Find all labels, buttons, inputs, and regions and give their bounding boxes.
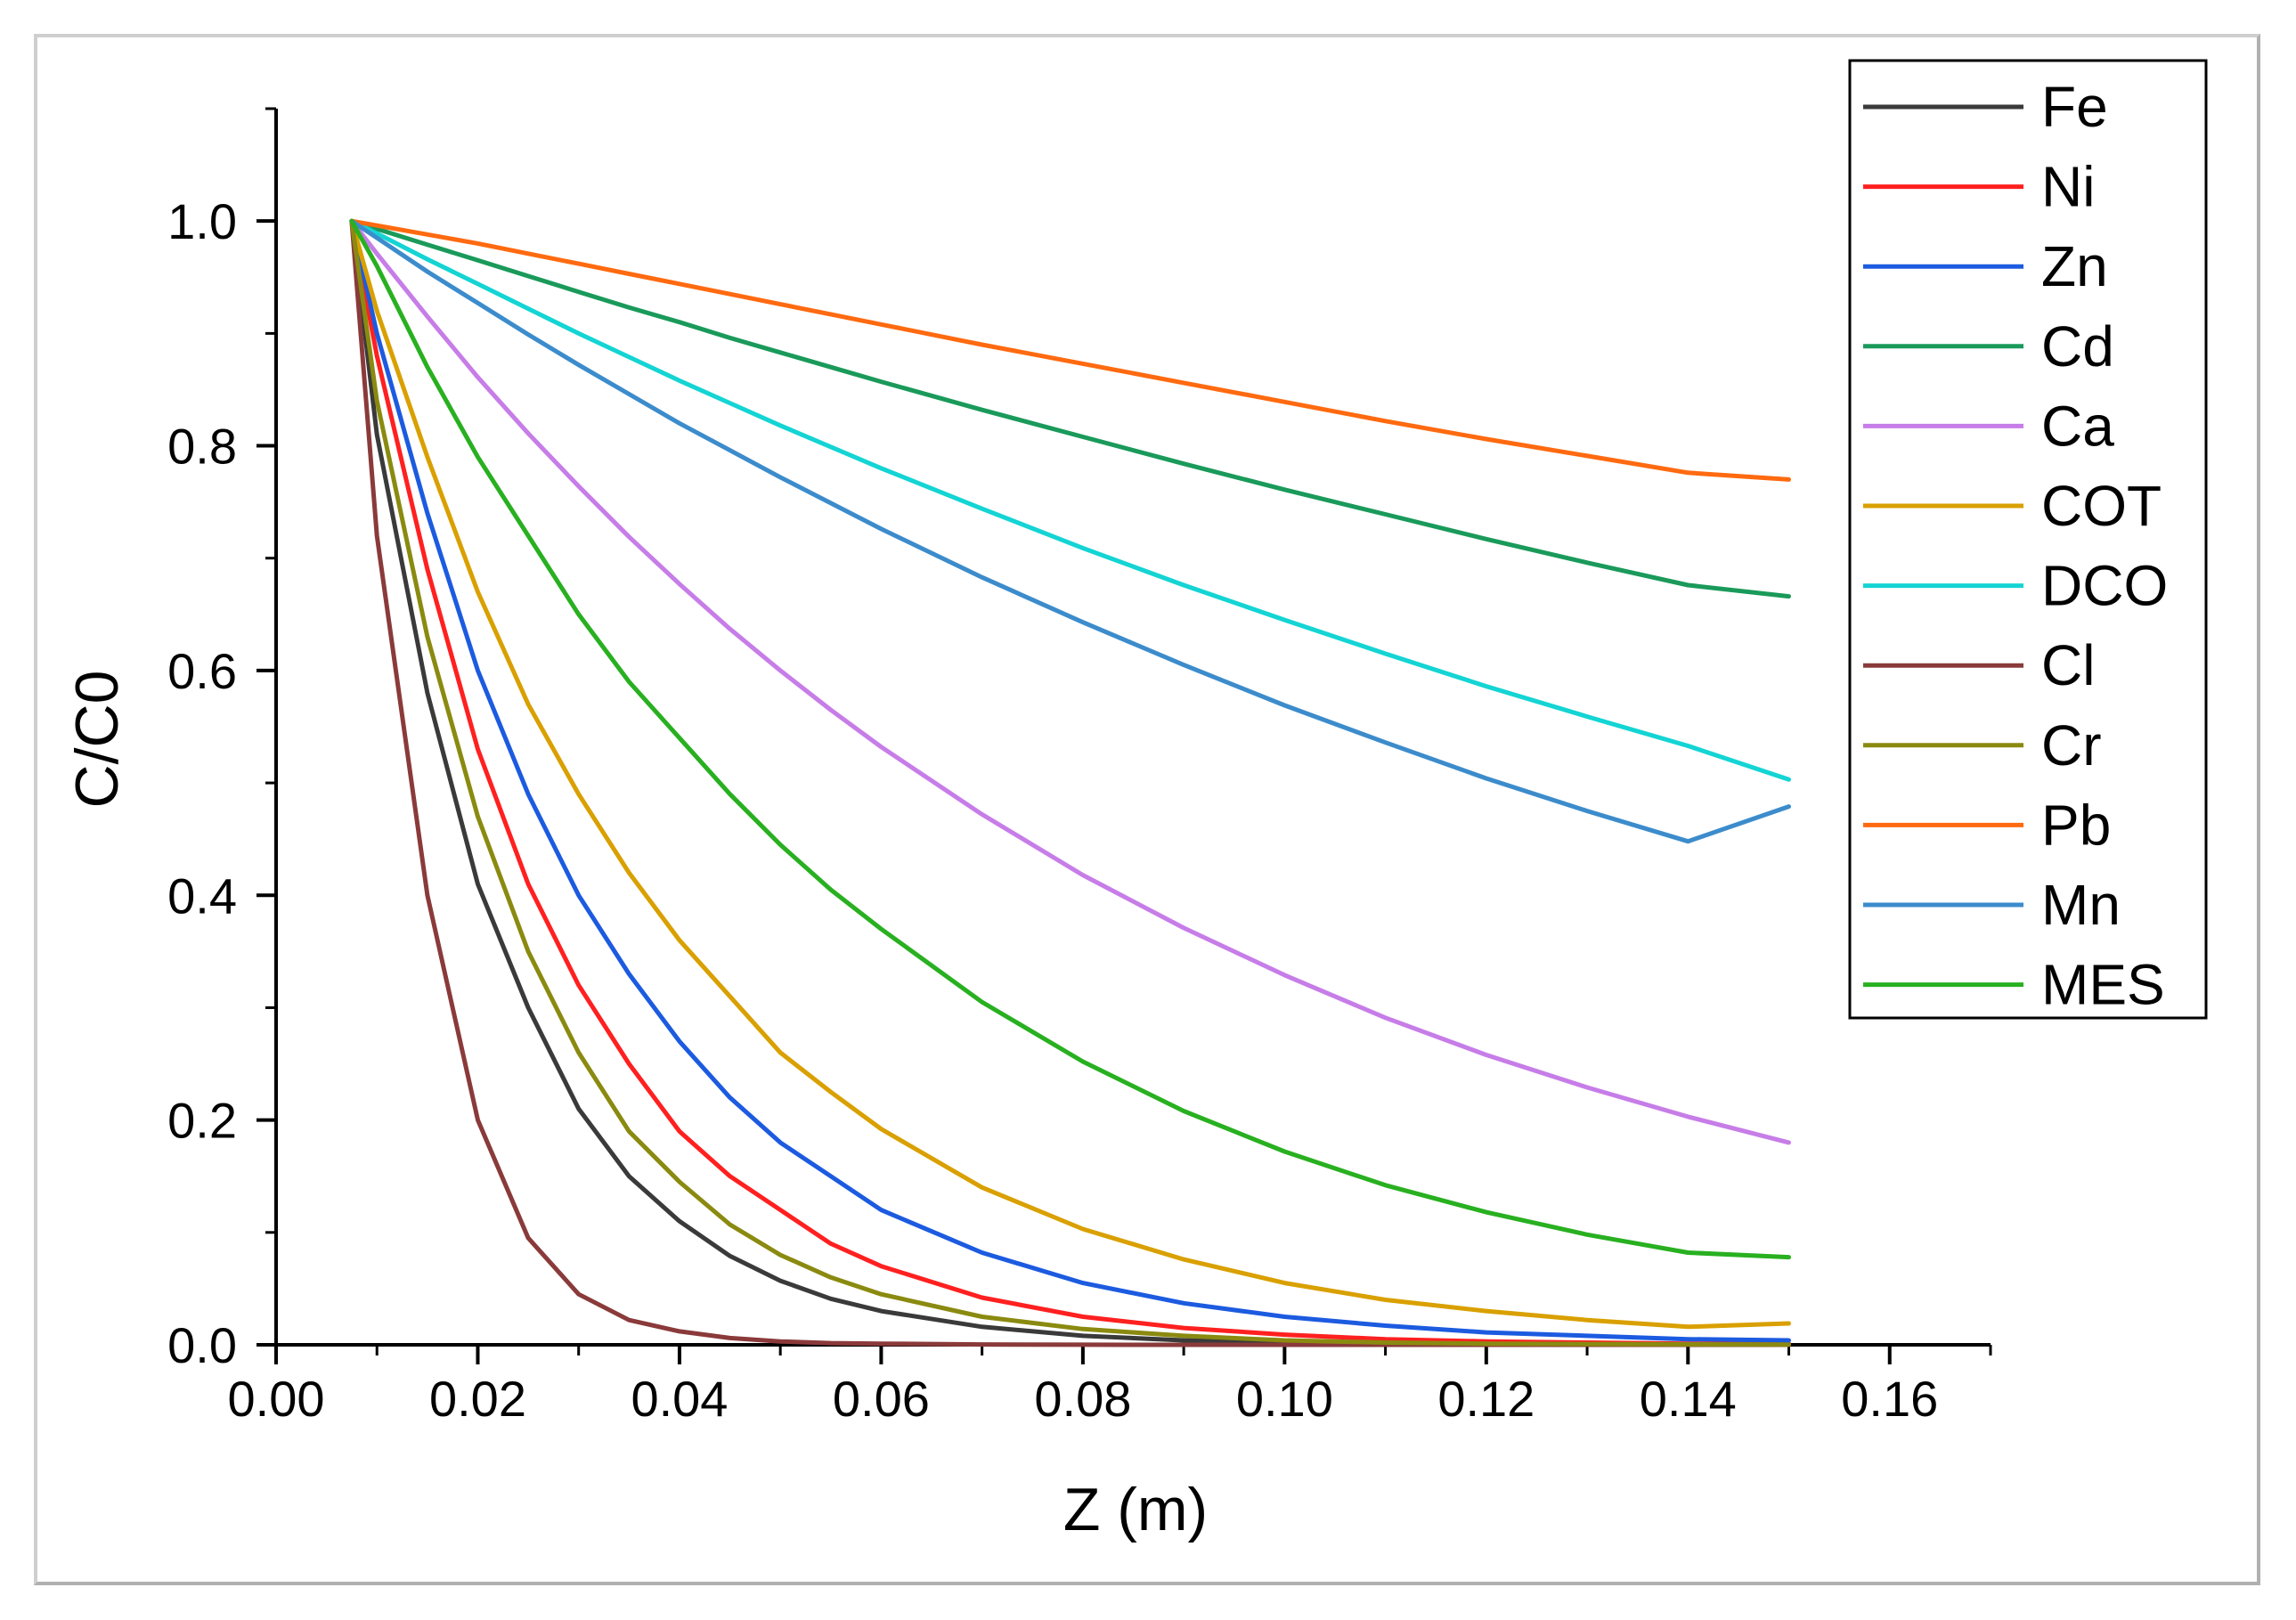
legend-label-cr: Cr — [2041, 713, 2102, 777]
x-axis-ticks: 0.00 0.02 0.04 0.06 0.08 0.10 0.12 0.14 0.16 — [228, 1345, 1992, 1427]
x-tick-label: 0.04 — [631, 1371, 728, 1427]
y-tick-label: 0.8 — [167, 419, 237, 475]
legend-label-zn: Zn — [2041, 234, 2108, 298]
legend-box — [1848, 59, 2208, 1020]
y-axis-ticks: 0.0 0.2 0.4 0.6 0.8 1.0 — [167, 107, 276, 1373]
x-tick-label: 0.16 — [1841, 1371, 1938, 1427]
x-tick-label: 0.02 — [429, 1371, 526, 1427]
series-line-mn — [349, 218, 1791, 844]
series-line-cd — [349, 218, 1791, 599]
series-line-pb — [349, 218, 1791, 482]
x-tick-label: 0.08 — [1034, 1371, 1131, 1427]
y-tick-label: 0.4 — [167, 867, 237, 924]
series-line-mes — [349, 218, 1791, 1260]
legend-label-fe: Fe — [2041, 75, 2108, 139]
x-tick-label: 0.12 — [1437, 1371, 1535, 1427]
legend-label-cl: Cl — [2041, 633, 2095, 697]
series-line-fe — [349, 218, 1791, 1347]
y-tick-label: 1.0 — [167, 193, 237, 249]
series-lines — [349, 218, 1791, 1347]
series-line-ni — [349, 218, 1791, 1347]
legend-label-mn: Mn — [2041, 873, 2121, 937]
legend-label-ca: Ca — [2041, 394, 2114, 458]
axes — [274, 109, 1991, 1347]
legend-label-cot: COT — [2041, 474, 2162, 538]
legend-label-cd: Cd — [2041, 314, 2114, 379]
x-axis-title: Z (m) — [1063, 1476, 1208, 1543]
x-tick-label: 0.14 — [1640, 1371, 1737, 1427]
series-line-zn — [349, 218, 1791, 1343]
series-line-cot — [349, 218, 1791, 1330]
legend-label-dco: DCO — [2041, 554, 2168, 618]
y-tick-label: 0.6 — [167, 643, 237, 699]
series-line-ca — [349, 218, 1791, 1145]
series-line-dco — [349, 218, 1791, 782]
series-line-cr — [349, 218, 1791, 1347]
legend-label-mes: MES — [2041, 953, 2165, 1017]
y-tick-label: 0.2 — [167, 1093, 237, 1149]
y-axis-title: C/C0 — [63, 671, 131, 809]
series-line-cl — [349, 218, 1791, 1347]
x-tick-label: 0.10 — [1236, 1371, 1333, 1427]
legend-label-pb: Pb — [2041, 793, 2111, 857]
y-tick-label: 0.0 — [167, 1317, 237, 1373]
legend: Fe Ni Zn Cd Ca COT DCO Cl Cr Pb Mn MES — [1848, 59, 2208, 1020]
legend-label-ni: Ni — [2041, 155, 2095, 219]
x-tick-label: 0.06 — [833, 1371, 930, 1427]
x-tick-label: 0.00 — [228, 1371, 325, 1427]
